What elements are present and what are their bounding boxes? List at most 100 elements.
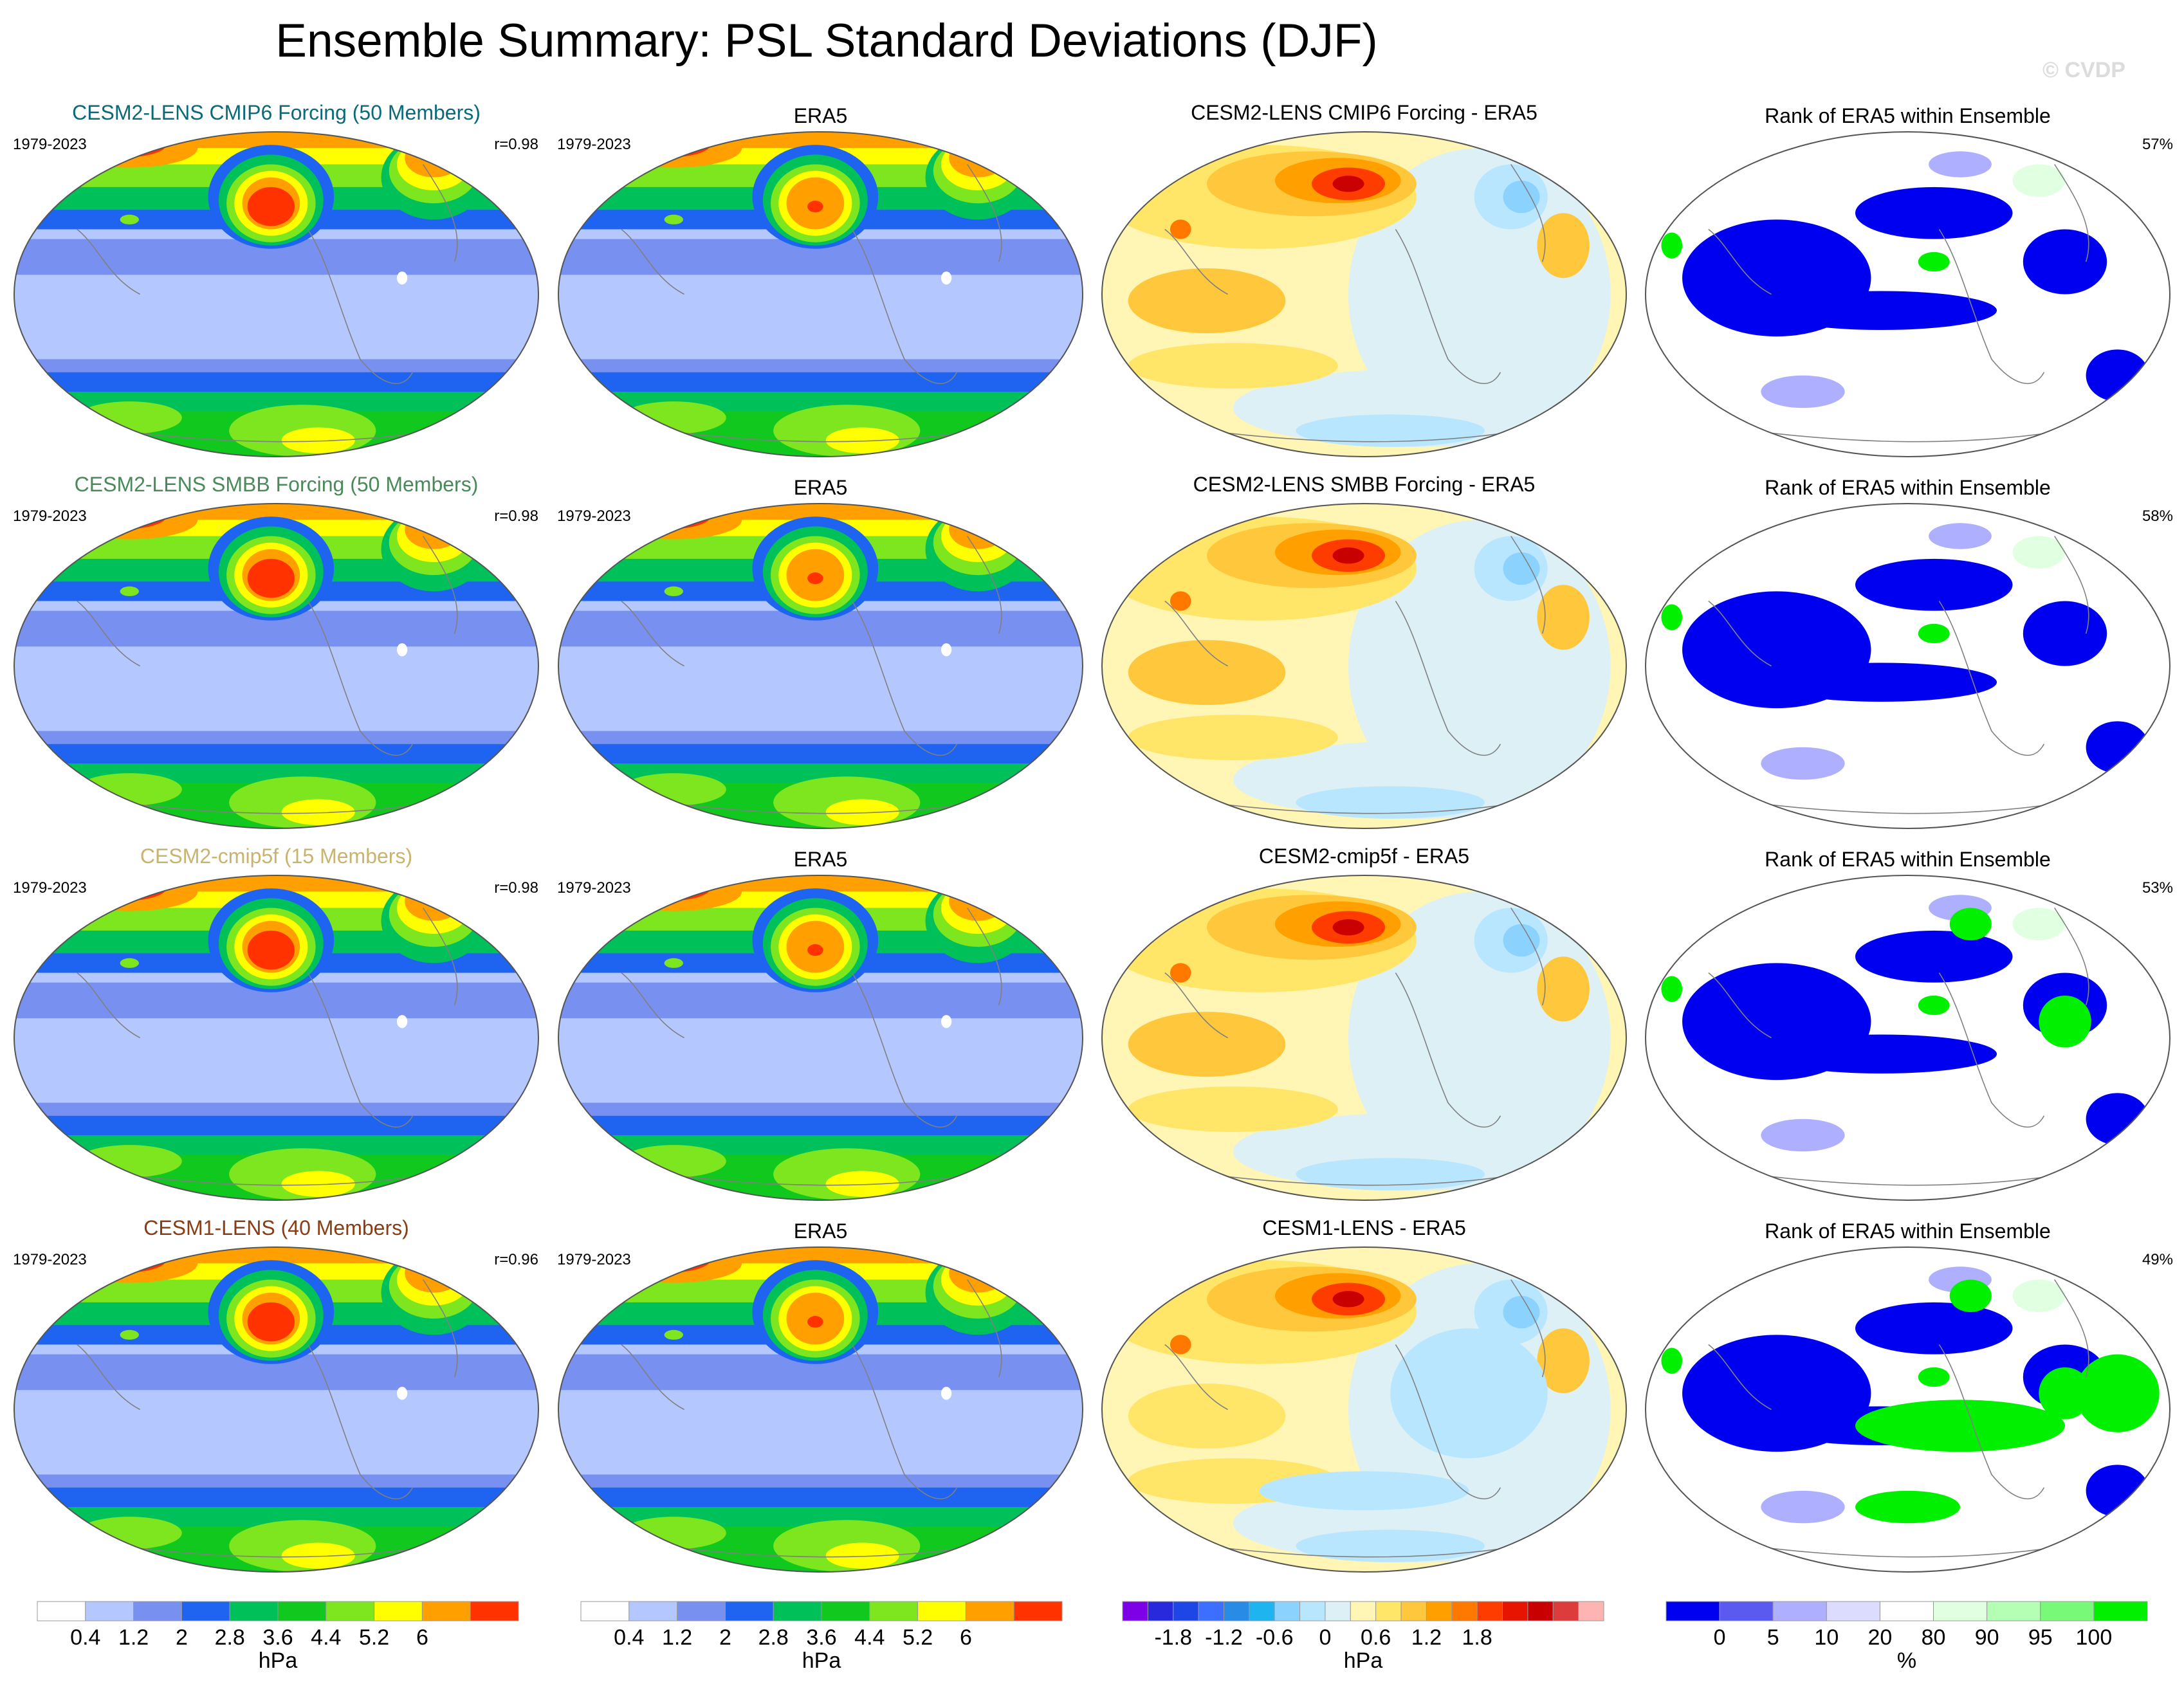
colorbar-swatch [1223, 1601, 1250, 1621]
map-panel [1102, 132, 1626, 457]
coastlines [1164, 164, 1546, 443]
obs-title: ERA5 [794, 1219, 848, 1243]
obs-years: 1979-2023 [557, 879, 631, 897]
colorbar-label: 2.8 [215, 1625, 245, 1650]
colorbar-label: 100 [2076, 1625, 2113, 1650]
colorbar-swatch [421, 1601, 471, 1621]
colorbar-swatch [1274, 1601, 1301, 1621]
model-years: 1979-2023 [13, 879, 87, 897]
map-border [558, 875, 1083, 1201]
colorbar-swatch [229, 1601, 279, 1621]
coastlines [1708, 1279, 2089, 1558]
pattern-correlation: r=0.96 [494, 1251, 538, 1268]
colorbar-swatch [1578, 1601, 1604, 1621]
map-panel [1102, 504, 1626, 828]
colorbar-label: 0.6 [1361, 1625, 1391, 1650]
map-border [14, 503, 539, 829]
map-border [14, 1246, 539, 1573]
map-border [558, 131, 1083, 457]
coastlines [1708, 908, 2089, 1186]
colorbar-swatch [1552, 1601, 1579, 1621]
colorbar-label: 2 [176, 1625, 188, 1650]
colorbar-swatch [1375, 1601, 1402, 1621]
colorbar-swatch [773, 1601, 822, 1621]
colorbar-swatch [1198, 1601, 1224, 1621]
colorbar-swatch [821, 1601, 870, 1621]
colorbar-swatch [1350, 1601, 1377, 1621]
coastlines [1708, 536, 2089, 814]
colorbar-swatch [1451, 1601, 1478, 1621]
colorbar-swatch [2093, 1601, 2148, 1621]
colorbar [1122, 1601, 1604, 1621]
colorbar-label: 6 [960, 1625, 972, 1650]
rank-title: Rank of ERA5 within Ensemble [1765, 1219, 2051, 1243]
colorbar-label: 5.2 [903, 1625, 933, 1650]
colorbar-swatch [1476, 1601, 1503, 1621]
colorbar-swatch [470, 1601, 519, 1621]
map-border [1101, 875, 1627, 1201]
map-border [558, 503, 1083, 829]
colorbar-label: 95 [2028, 1625, 2053, 1650]
rank-title: Rank of ERA5 within Ensemble [1765, 848, 2051, 871]
colorbar-label: 6 [416, 1625, 428, 1650]
figure-title: Ensemble Summary: PSL Standard Deviation… [275, 15, 1378, 67]
colorbar-swatch [1173, 1601, 1199, 1621]
colorbar-swatch [1772, 1601, 1827, 1621]
colorbar-swatch [724, 1601, 774, 1621]
colorbar-label: 3.6 [806, 1625, 836, 1650]
colorbar-label: 0 [1714, 1625, 1726, 1650]
obs-years: 1979-2023 [557, 507, 631, 525]
colorbar-unit: hPa [1344, 1648, 1383, 1673]
colorbar-label: 2.8 [758, 1625, 789, 1650]
map-border [1101, 1246, 1627, 1573]
coastlines [77, 536, 458, 814]
colorbar-label: 0 [1319, 1625, 1331, 1650]
colorbar-swatch [965, 1601, 1014, 1621]
map-panel [1646, 132, 2170, 457]
colorbar-label: 0.4 [614, 1625, 644, 1650]
colorbar-label: 1.2 [1411, 1625, 1442, 1650]
colorbar-swatch [37, 1601, 86, 1621]
coastlines [621, 1279, 1002, 1558]
map-border [558, 1246, 1083, 1573]
coastlines [1164, 1279, 1546, 1558]
colorbar-swatch [629, 1601, 678, 1621]
colorbar-swatch [1527, 1601, 1554, 1621]
colorbar-swatch [85, 1601, 134, 1621]
colorbar-label: 0.4 [70, 1625, 100, 1650]
colorbar-swatch [869, 1601, 919, 1621]
map-border [1645, 131, 2170, 457]
colorbar-swatch [677, 1601, 726, 1621]
map-panel [1646, 1247, 2170, 1572]
map-border [1645, 875, 2170, 1201]
colorbar-unit: % [1897, 1648, 1916, 1673]
colorbar-swatch [1013, 1601, 1063, 1621]
colorbar-swatch [133, 1601, 182, 1621]
map-panel [14, 875, 538, 1200]
colorbar-swatch [1666, 1601, 1720, 1621]
colorbar-label: 3.6 [262, 1625, 293, 1650]
coastlines [77, 1279, 458, 1558]
colorbar [580, 1601, 1063, 1621]
colorbar-label: 90 [1975, 1625, 1999, 1650]
rank-percent: 57% [2142, 136, 2173, 153]
colorbar-label: 10 [1814, 1625, 1839, 1650]
colorbar-swatch [1325, 1601, 1351, 1621]
colorbar-swatch [1879, 1601, 1934, 1621]
colorbar-label: 2 [719, 1625, 731, 1650]
model-title: CESM2-LENS CMIP6 Forcing (50 Members) [72, 101, 481, 124]
map-border [14, 131, 539, 457]
obs-years: 1979-2023 [557, 1251, 631, 1268]
colorbar-swatch [277, 1601, 327, 1621]
coastlines [621, 164, 1002, 443]
map-border [14, 875, 539, 1201]
colorbar-swatch [1987, 1601, 2041, 1621]
colorbar-swatch [580, 1601, 630, 1621]
map-panel [1646, 504, 2170, 828]
colorbar-swatch [1719, 1601, 1774, 1621]
colorbar-label: 80 [1922, 1625, 1946, 1650]
colorbar-label: 4.4 [854, 1625, 885, 1650]
rank-percent: 49% [2142, 1251, 2173, 1268]
rank-percent: 58% [2142, 507, 2173, 525]
